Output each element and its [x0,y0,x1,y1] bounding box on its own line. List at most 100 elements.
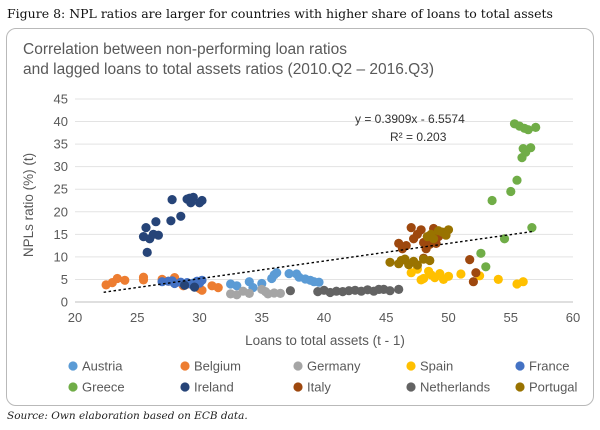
y-tick-label: 10 [54,249,68,264]
data-point-portugal [441,230,451,240]
data-point-spain [493,274,503,284]
data-point-portugal [400,254,410,264]
data-point-greece [527,223,537,233]
data-point-ireland [167,195,177,205]
legend-marker-belgium [180,361,190,371]
data-point-spain [518,277,528,287]
data-point-ireland [197,195,207,206]
data-point-netherlands [385,286,395,296]
figure-caption: Figure 8: NPL ratios are larger for coun… [7,6,553,21]
data-point-ireland [188,192,198,202]
data-point-greece [512,175,522,185]
data-point-germany [275,288,285,298]
legend: Austria Belgium Germany Spain France Greece Ir… [68,359,578,395]
scatter-chart: Correlation between non-performing loan … [21,41,581,395]
data-point-italy [465,255,475,265]
x-tick-label: 20 [68,310,82,325]
y-tick-label: 40 [54,114,68,129]
data-points [101,119,541,300]
legend-label-netherlands: Netherlands [420,380,491,395]
data-point-belgium [138,272,149,282]
data-point-greece [487,195,497,206]
data-point-austria [232,281,242,291]
legend-label-austria: Austria [82,359,123,374]
data-point-portugal [425,255,435,266]
y-tick-label: 0 [61,295,68,310]
data-point-greece [476,248,486,258]
chart-title-line-1: Correlation between non-performing loan … [23,41,347,58]
data-point-ireland [142,247,152,257]
chart-container: Correlation between non-performing loan … [6,28,594,406]
data-point-italy [416,225,426,235]
data-point-spain [456,269,466,279]
legend-marker-greece [68,382,78,392]
legend-label-greece: Greece [82,380,125,395]
x-tick-label: 45 [379,310,393,325]
data-point-italy [471,268,481,278]
trendline-r-squared: R² = 0.203 [390,130,447,144]
x-axis-title: Loans to total assets (t - 1) [245,333,405,348]
data-point-belgium [112,273,122,284]
data-point-austria [284,269,294,279]
legend-marker-italy [293,382,303,392]
y-tick-label: 45 [54,92,68,107]
y-tick-label: 15 [54,227,68,242]
legend-marker-france [515,361,525,371]
legend-marker-austria [68,361,78,371]
trendline [103,230,534,293]
data-point-ireland [141,223,151,233]
data-point-germany [244,288,254,298]
data-point-portugal [429,234,439,244]
legend-marker-spain [406,361,416,371]
trendline-layer [103,230,534,293]
data-point-ireland [189,282,200,292]
legend-marker-netherlands [406,382,416,392]
data-point-france [167,276,177,286]
legend-label-belgium: Belgium [194,359,241,374]
gridlines [75,98,573,303]
data-point-belgium [197,285,207,295]
data-point-ireland [180,280,190,290]
data-point-portugal [412,260,422,270]
x-tick-label: 30 [192,310,206,325]
data-point-belgium [213,283,223,293]
data-point-greece [523,125,533,135]
data-point-spain [416,275,426,285]
source-note: Source: Own elaboration based on ECB dat… [7,410,248,422]
data-point-austria [314,277,324,287]
data-point-ireland [153,230,163,240]
data-point-portugal [385,257,395,267]
chart-title-line-2: and lagged loans to total assets ratios … [23,61,434,78]
y-tick-label: 30 [54,159,68,174]
legend-label-spain: Spain [420,359,453,374]
data-point-netherlands [394,284,404,294]
data-point-ireland [151,217,161,227]
data-point-spain [443,271,454,281]
data-point-italy [406,223,416,233]
data-point-greece [481,262,491,272]
data-point-netherlands [285,286,295,296]
x-tick-label: 50 [441,310,455,325]
legend-label-germany: Germany [307,359,361,374]
data-point-greece [526,143,536,153]
legend-label-ireland: Ireland [194,380,234,395]
legend-marker-portugal [515,382,525,392]
y-tick-label: 25 [54,182,68,197]
axes: 0 5 10 15 20 25 30 35 40 45 20 25 30 35 40 45 50 55 60 [54,92,581,326]
legend-label-italy: Italy [307,380,331,395]
legend-marker-germany [293,361,303,371]
data-point-belgium [120,275,130,285]
data-point-germany [260,287,271,297]
legend-label-portugal: Portugal [529,380,578,395]
x-tick-label: 35 [255,310,269,325]
data-point-ireland [166,216,176,226]
x-tick-label: 40 [317,310,331,325]
data-point-france [197,275,207,285]
x-tick-label: 25 [130,310,144,325]
y-tick-label: 35 [54,137,68,152]
x-tick-label: 55 [504,310,518,325]
data-point-greece [506,186,516,197]
y-tick-label: 5 [61,272,68,287]
legend-label-france: France [529,359,569,374]
data-point-austria [272,268,282,278]
